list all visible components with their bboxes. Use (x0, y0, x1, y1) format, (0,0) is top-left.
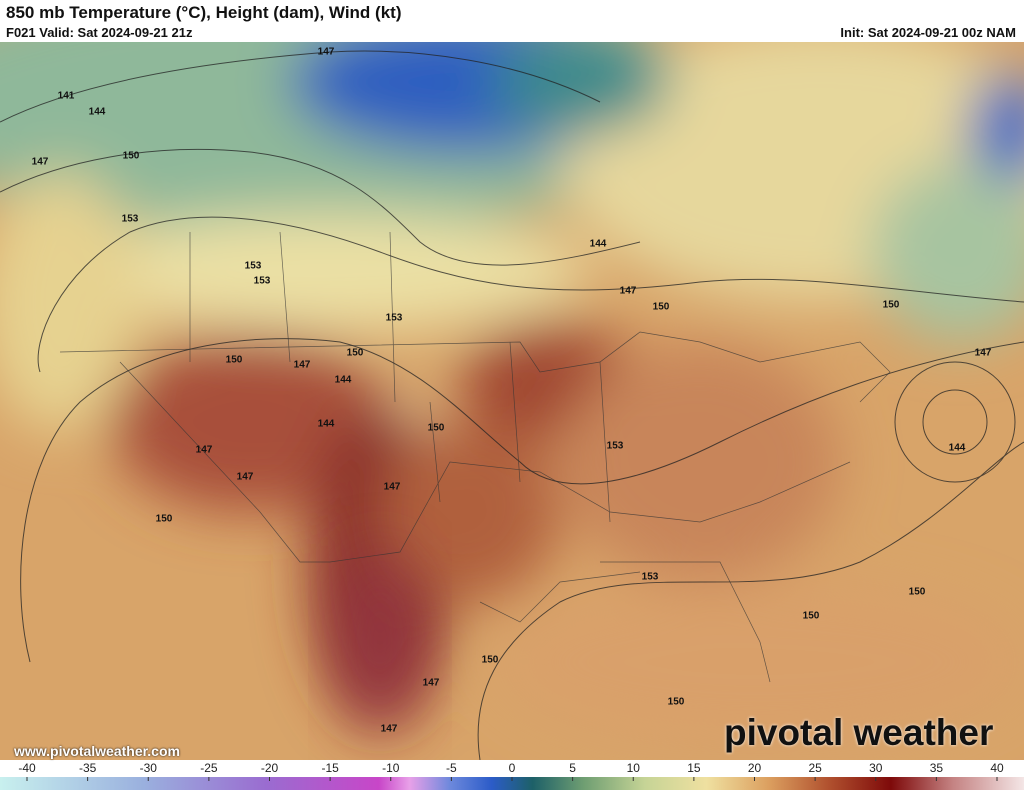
contour-label: 153 (607, 441, 624, 452)
colorbar: -40 -35 -30 -25 -20 -15 -10 -5 0 5 10 15 20 25 30 35 40 (0, 761, 1024, 790)
colorbar-tick-label: 30 (869, 761, 883, 775)
colorbar-tick-label: -10 (382, 761, 400, 775)
contour-label: 150 (482, 655, 499, 666)
contour-label: 150 (156, 514, 173, 525)
contour-label: 147 (196, 445, 213, 456)
contour-label: 147 (237, 472, 254, 483)
colorbar-tick-label: 25 (808, 761, 822, 775)
colorbar-tick-label: -30 (140, 761, 158, 775)
contour-label: 144 (590, 239, 607, 250)
contour-label: 144 (335, 375, 352, 386)
contour-label: 153 (245, 261, 262, 272)
watermark: pivotal weather (724, 712, 994, 753)
website: www.pivotalweather.com (14, 743, 180, 759)
contour-label: 147 (381, 724, 398, 735)
colorbar-tick-label: -25 (200, 761, 218, 775)
contour-label: 144 (318, 419, 335, 430)
contour-label: 150 (909, 587, 926, 598)
colorbar-tick-label: 15 (687, 761, 701, 775)
colorbar-tick-label: -20 (261, 761, 279, 775)
contour-label: 150 (668, 697, 685, 708)
colorbar-tick-label: 10 (627, 761, 641, 775)
contour-label: 141 (58, 91, 75, 102)
contour-label: 144 (949, 443, 966, 454)
colorbar-tick-label: 20 (748, 761, 762, 775)
contour-label: 150 (428, 423, 445, 434)
colorbar-strip (0, 777, 1024, 790)
colorbar-tick-label: -35 (79, 761, 97, 775)
colorbar-tick-label: 0 (509, 761, 516, 775)
map: 147 141 144 147 150 153 153 153 144 147 150 153 150 1… (0, 42, 1024, 760)
contour-label: 153 (254, 276, 271, 287)
contour-label: 150 (803, 611, 820, 622)
contour-label: 147 (975, 348, 992, 359)
contour-label: 147 (620, 286, 637, 297)
contour-label: 153 (386, 313, 403, 324)
contour-label: 147 (294, 360, 311, 371)
colorbar-tick-label: -5 (446, 761, 457, 775)
contour-label: 150 (883, 300, 900, 311)
colorbar-tick-label: 40 (990, 761, 1004, 775)
valid-time: F021 Valid: Sat 2024-09-21 21z (6, 25, 193, 40)
contour-label: 150 (347, 348, 364, 359)
contour-label: 147 (384, 482, 401, 493)
contour-label: 147 (423, 678, 440, 689)
colorbar-tick-label: -15 (321, 761, 339, 775)
contour-label: 147 (32, 157, 49, 168)
init-time: Init: Sat 2024-09-21 00z NAM (840, 25, 1016, 40)
colorbar-tick-label: 35 (930, 761, 944, 775)
contour-label: 147 (318, 47, 335, 58)
contour-label: 144 (89, 107, 106, 118)
contour-label: 153 (122, 214, 139, 225)
map-title: 850 mb Temperature (°C), Height (dam), W… (6, 3, 402, 22)
contour-label: 150 (653, 302, 670, 313)
temperature-field (0, 42, 1024, 760)
contour-label: 150 (123, 151, 140, 162)
colorbar-tick-label: 5 (569, 761, 576, 775)
contour-label: 153 (642, 572, 659, 583)
contour-label: 150 (226, 355, 243, 366)
colorbar-tick-label: -40 (18, 761, 36, 775)
contour-labels: 147 141 144 147 150 153 153 153 144 147 150 153 150 1… (32, 47, 992, 735)
